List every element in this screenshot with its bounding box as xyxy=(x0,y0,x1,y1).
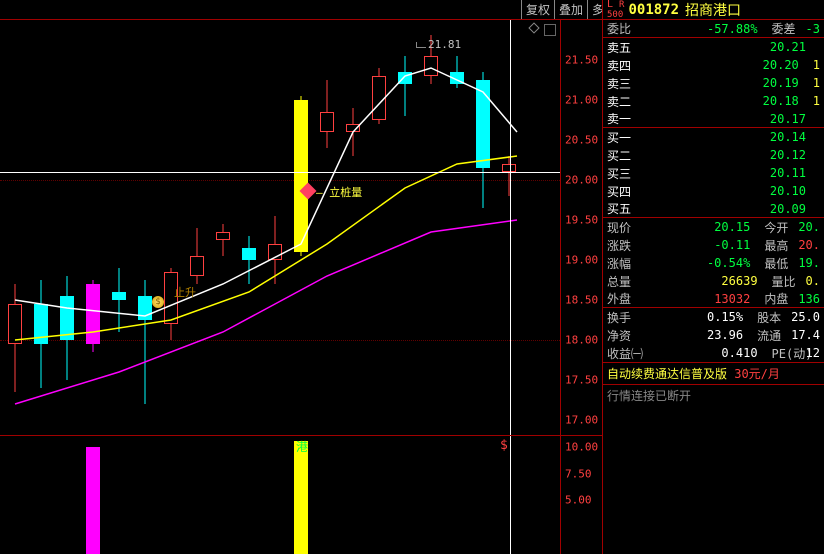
ytick: 17.00 xyxy=(565,414,598,427)
quote-row: 涨跌-0.11最高20. xyxy=(603,236,824,254)
order-row: 卖一20.17 xyxy=(603,110,824,128)
ytick: 19.50 xyxy=(565,214,598,227)
dollar-icon: $ xyxy=(500,438,508,453)
yaxis-main: 17.00 17.50 18.00 18.50 19.00 19.50 20.00 20.50… xyxy=(560,20,602,436)
stock-name: 招商港口 xyxy=(685,0,741,20)
notice-price: 30元/月 xyxy=(734,367,780,381)
crosshair-v xyxy=(510,436,511,554)
annotation-lizhuangliang: — 立桩量 xyxy=(316,184,362,200)
quote-panel: L R500 001872 招商港口 委比 -57.88% 委差 -3 卖五20… xyxy=(602,0,824,554)
order-row: 买五20.09 xyxy=(603,200,824,218)
weicha-label: 委差 xyxy=(772,20,806,37)
quote-row: 现价20.15今开20. xyxy=(603,218,824,236)
crosshair-h xyxy=(0,172,560,173)
status-text: 行情连接已断开 xyxy=(603,385,824,406)
volume-bar xyxy=(294,441,308,554)
prefix-icon: L R500 xyxy=(607,0,624,20)
order-row: 买四20.10 xyxy=(603,182,824,200)
weibi-row: 委比 -57.88% 委差 -3 xyxy=(603,20,824,38)
sub-chart[interactable]: 5.00 7.50 10.00 港 $ xyxy=(0,436,602,554)
ytick: 21.50 xyxy=(565,54,598,67)
toolbar-复权[interactable]: 复权 xyxy=(521,0,554,19)
notice-text: 自动续费通达信普及版 xyxy=(607,367,734,381)
order-row: 买一20.14 xyxy=(603,128,824,146)
ytick-sub: 10.00 xyxy=(565,440,598,453)
weibi-label: 委比 xyxy=(607,20,647,37)
stock-code: 001872 xyxy=(628,2,679,18)
gang-label: 港 xyxy=(296,438,308,455)
quote-row: 外盘13032内盘136 xyxy=(603,290,824,308)
weicha-value: -3 xyxy=(806,22,820,36)
order-row: 卖四20.201 xyxy=(603,56,824,74)
volume-bar xyxy=(86,447,100,554)
stat-row: 换手0.15%股本25.0 xyxy=(603,308,824,326)
chart-tool-icons[interactable] xyxy=(530,24,556,36)
ytick: 21.00 xyxy=(565,94,598,107)
stat-row: 净资23.96流通17.4 xyxy=(603,326,824,344)
stock-header: L R500 001872 招商港口 xyxy=(603,0,824,20)
rect-tool-icon[interactable] xyxy=(544,24,556,36)
grid-line xyxy=(0,180,560,181)
main-chart[interactable]: 17.00 17.50 18.00 18.50 19.00 19.50 20.00 20.50… xyxy=(0,20,602,436)
coin-icon: $ xyxy=(152,296,164,308)
peak-tick-icon xyxy=(416,42,426,48)
notice-row: 自动续费通达信普及版 30元/月 xyxy=(603,362,824,385)
ytick: 18.50 xyxy=(565,294,598,307)
chart-area: 17.00 17.50 18.00 18.50 19.00 19.50 20.00 20.50… xyxy=(0,20,602,554)
ytick: 18.00 xyxy=(565,334,598,347)
grid-line xyxy=(0,340,560,341)
crosshair-v xyxy=(510,20,511,435)
yaxis-sub: 5.00 7.50 10.00 xyxy=(560,436,602,554)
ytick-sub: 5.00 xyxy=(565,494,592,507)
toolbar-叠加[interactable]: 叠加 xyxy=(554,0,587,19)
ytick: 17.50 xyxy=(565,374,598,387)
peak-label: 21.81 xyxy=(428,38,461,51)
order-row: 买二20.12 xyxy=(603,146,824,164)
order-row: 买三20.11 xyxy=(603,164,824,182)
ytick: 19.00 xyxy=(565,254,598,267)
weibi-value: -57.88% xyxy=(647,22,772,36)
diamond-tool-icon[interactable] xyxy=(528,22,539,33)
ytick: 20.00 xyxy=(565,174,598,187)
order-row: 卖五20.21 xyxy=(603,38,824,56)
quote-row: 涨幅-0.54%最低19. xyxy=(603,254,824,272)
ytick-sub: 7.50 xyxy=(565,467,592,480)
annotation-zhisheng: 止升 xyxy=(174,284,196,300)
order-row: 卖二20.181 xyxy=(603,92,824,110)
quote-row: 总量26639量比0. xyxy=(603,272,824,290)
order-row: 卖三20.191 xyxy=(603,74,824,92)
stat-row: 收益㈠0.410PE(动)12 xyxy=(603,344,824,362)
ytick: 20.50 xyxy=(565,134,598,147)
